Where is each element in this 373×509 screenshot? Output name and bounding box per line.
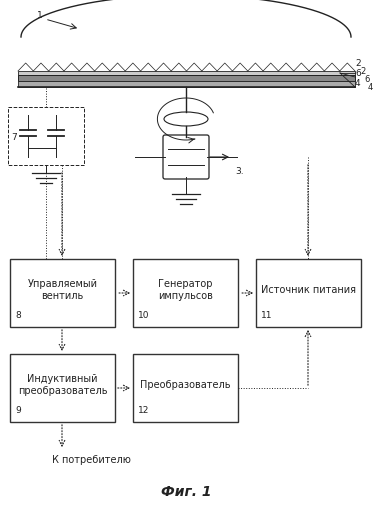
Bar [18,82,355,88]
Bar [10,354,115,422]
Text: Источник питания: Источник питания [261,285,356,294]
Text: 4: 4 [355,79,361,88]
Bar [8,108,84,165]
Text: Управляемый
вентиль: Управляемый вентиль [28,278,97,300]
Text: 12: 12 [138,405,149,414]
Text: 2: 2 [360,67,365,76]
Bar [18,76,355,82]
Bar [18,72,355,76]
Text: 2: 2 [355,59,361,68]
Text: 11: 11 [261,310,273,319]
FancyBboxPatch shape [163,136,209,180]
Text: Генератор
импульсов: Генератор импульсов [158,278,213,300]
Ellipse shape [164,113,208,127]
Text: 7: 7 [11,133,17,142]
Text: К потребителю: К потребителю [52,454,131,464]
Text: Индуктивный
преобразователь: Индуктивный преобразователь [18,374,107,395]
Text: 6: 6 [364,75,369,84]
Text: 8: 8 [15,310,21,319]
Text: Преобразователь: Преобразователь [140,379,231,389]
Text: 6: 6 [355,69,361,78]
Text: 1: 1 [37,11,43,20]
Text: 4: 4 [368,82,373,91]
Bar [133,354,238,422]
Text: 10: 10 [138,310,150,319]
Bar [133,260,238,327]
Bar [10,260,115,327]
Text: Фиг. 1: Фиг. 1 [161,484,212,498]
Text: 3.: 3. [235,166,244,176]
Bar [256,260,361,327]
Text: 9: 9 [15,405,21,414]
